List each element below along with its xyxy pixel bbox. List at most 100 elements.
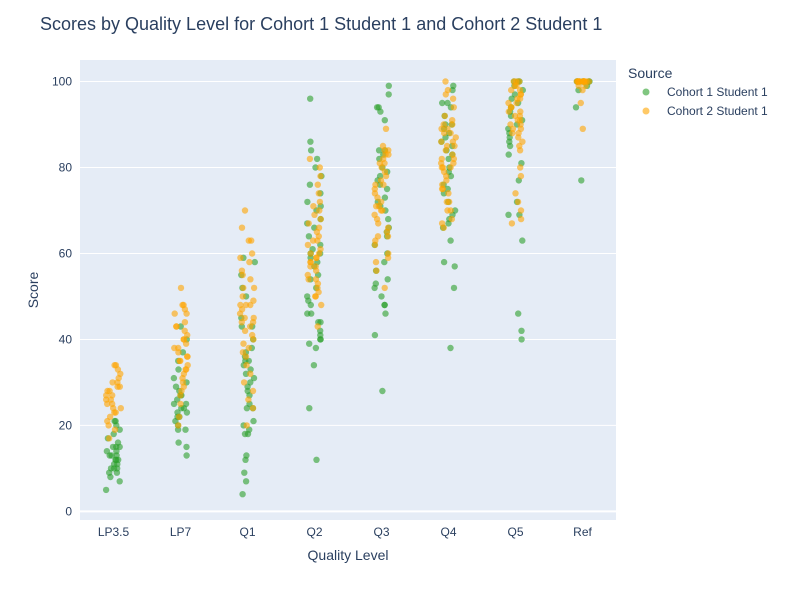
data-point-series-2 xyxy=(315,190,322,197)
gridlines xyxy=(80,80,616,513)
y-axis-ticks: 0 20 40 60 80 100 xyxy=(52,74,72,518)
data-point-series-2 xyxy=(511,112,519,120)
data-point-series-1 xyxy=(108,452,115,459)
data-point-series-2 xyxy=(250,297,257,304)
data-point-series-2 xyxy=(317,215,324,223)
data-point-series-2 xyxy=(517,215,525,223)
data-point-series-1 xyxy=(306,340,313,347)
data-point-series-1 xyxy=(109,443,117,451)
data-point-series-1 xyxy=(250,417,257,425)
data-point-series-1 xyxy=(445,155,452,163)
data-point-series-1 xyxy=(444,99,451,107)
data-point-series-2 xyxy=(241,314,248,322)
data-point-series-2 xyxy=(306,155,314,163)
data-point-series-2 xyxy=(312,263,319,270)
data-point-series-2 xyxy=(109,379,116,386)
data-point-series-1 xyxy=(572,104,580,111)
data-point-series-2 xyxy=(177,357,184,365)
data-point-series-2 xyxy=(248,237,255,244)
data-point-series-2 xyxy=(240,379,248,386)
data-point-series-1 xyxy=(381,194,389,201)
data-point-series-2 xyxy=(519,138,526,145)
x-tick-label: LP3.5 xyxy=(98,525,130,539)
data-point-series-1 xyxy=(114,439,122,446)
data-point-series-2 xyxy=(573,78,581,85)
data-point-series-1 xyxy=(375,147,383,154)
data-point-series-2 xyxy=(444,125,451,132)
data-point-series-2 xyxy=(580,78,587,85)
x-axis-ticks: LP3.5 LP7 Q1 Q2 Q3 Q4 Q5 Ref xyxy=(98,525,593,539)
data-point-series-2 xyxy=(449,151,456,158)
data-point-series-2 xyxy=(249,405,257,412)
legend-marker-cohort-1 xyxy=(642,88,650,96)
data-point-series-2 xyxy=(382,125,390,132)
data-point-series-2 xyxy=(307,250,314,257)
data-point-series-2 xyxy=(374,233,382,240)
data-point-series-1 xyxy=(372,280,379,287)
data-point-series-2 xyxy=(371,211,378,218)
legend-item-cohort-1[interactable]: Cohort 1 Student 1 xyxy=(642,85,769,99)
data-point-series-2 xyxy=(379,207,386,214)
x-tick-label: Q4 xyxy=(440,525,456,539)
data-point-series-2 xyxy=(372,258,380,266)
data-point-series-1 xyxy=(375,104,382,111)
data-point-series-2 xyxy=(237,254,244,261)
data-point-series-2 xyxy=(440,121,447,128)
legend-label-cohort-2: Cohort 2 Student 1 xyxy=(667,104,768,118)
data-point-series-1 xyxy=(378,293,385,300)
data-point-series-2 xyxy=(307,258,314,266)
data-point-series-1 xyxy=(312,344,320,352)
data-point-series-2 xyxy=(517,108,524,115)
data-point-series-1 xyxy=(182,426,189,433)
data-point-series-1 xyxy=(111,417,118,425)
legend-label-cohort-1: Cohort 1 Student 1 xyxy=(667,85,768,99)
data-point-series-2 xyxy=(248,250,256,257)
data-point-series-1 xyxy=(518,327,525,334)
data-point-series-1 xyxy=(306,181,314,188)
data-point-series-1 xyxy=(371,331,379,339)
data-point-series-1 xyxy=(304,198,311,206)
data-point-series-1 xyxy=(381,117,388,124)
x-axis-title: Quality Level xyxy=(308,547,389,563)
data-point-series-1 xyxy=(313,456,320,463)
data-point-series-2 xyxy=(585,78,593,85)
data-point-series-2 xyxy=(517,164,524,171)
x-tick-label: Ref xyxy=(573,525,592,539)
plot-area xyxy=(80,60,616,520)
data-point-series-1 xyxy=(307,138,314,145)
data-point-series-1 xyxy=(381,301,388,309)
data-point-series-2 xyxy=(373,267,380,274)
data-point-series-2 xyxy=(177,284,185,292)
data-point-series-2 xyxy=(181,327,188,334)
data-point-series-1 xyxy=(305,233,313,240)
legend-title: Source xyxy=(628,65,673,81)
y-axis-title: Score xyxy=(25,272,41,309)
data-point-series-2 xyxy=(516,78,523,85)
data-point-series-2 xyxy=(184,353,191,360)
data-point-series-2 xyxy=(310,203,317,210)
data-point-series-2 xyxy=(245,396,252,403)
data-point-series-1 xyxy=(519,237,526,244)
data-point-series-2 xyxy=(379,142,387,150)
legend-item-cohort-2[interactable]: Cohort 2 Student 1 xyxy=(642,104,769,118)
legend[interactable]: Source Cohort 1 Student 1 Cohort 2 Stude… xyxy=(628,65,768,118)
x-tick-label: LP7 xyxy=(170,525,192,539)
data-point-series-1 xyxy=(175,366,182,373)
data-point-series-1 xyxy=(183,452,190,459)
data-point-series-2 xyxy=(438,155,445,163)
data-point-series-1 xyxy=(447,344,454,352)
data-point-series-2 xyxy=(175,422,182,429)
data-point-series-2 xyxy=(452,134,459,141)
data-point-series-2 xyxy=(448,215,455,223)
data-point-series-1 xyxy=(116,478,123,485)
x-tick-label: Q2 xyxy=(306,525,322,539)
y-tick-label: 60 xyxy=(59,246,73,260)
data-point-series-2 xyxy=(173,323,180,330)
data-point-series-2 xyxy=(249,387,257,395)
data-point-series-2 xyxy=(175,413,183,420)
data-point-series-2 xyxy=(316,164,323,171)
data-point-series-2 xyxy=(505,99,512,107)
data-point-series-2 xyxy=(508,220,516,227)
data-point-series-1 xyxy=(385,215,392,223)
